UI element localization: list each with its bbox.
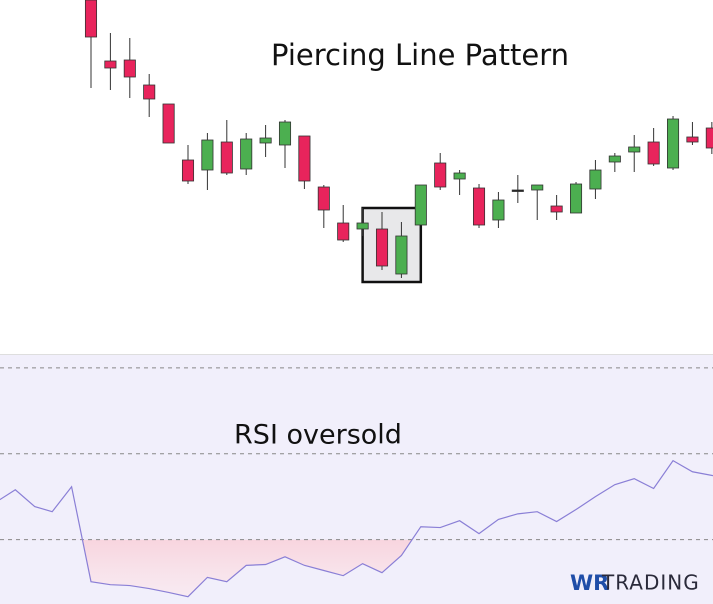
candle-body	[240, 138, 253, 170]
candle-body	[589, 169, 602, 190]
candle-body	[104, 60, 117, 69]
candle-body	[686, 136, 699, 143]
candle-body	[472, 187, 486, 226]
candle-body	[162, 103, 175, 144]
candle-body	[123, 59, 136, 78]
candle-body	[220, 141, 233, 174]
candle-body	[375, 228, 389, 267]
candle-body	[628, 146, 641, 153]
pattern-highlight	[361, 206, 423, 284]
candle-body	[492, 199, 505, 221]
candle-body	[84, 0, 98, 38]
candle-body	[511, 189, 524, 192]
candle-body	[259, 137, 272, 144]
candle-body	[550, 205, 563, 213]
candle-body	[298, 135, 311, 182]
logo-mark: WR	[570, 571, 609, 595]
candle-body	[337, 222, 350, 241]
chart-title: Piercing Line Pattern	[271, 38, 569, 72]
logo-text: TRADING	[601, 571, 700, 595]
candle-body	[667, 118, 680, 169]
rsi-lines	[0, 367, 713, 598]
candle-body	[414, 184, 427, 226]
candle-body	[705, 127, 713, 149]
candle-body	[278, 121, 292, 146]
oversold-area	[0, 539, 713, 597]
candle-body	[647, 141, 660, 165]
candle-body	[395, 235, 408, 275]
candle-body	[356, 222, 369, 230]
candle-body	[181, 159, 195, 182]
candle-body	[143, 84, 156, 100]
rsi-line	[0, 459, 713, 598]
rsi-title: RSI oversold	[234, 420, 402, 451]
candle-body	[453, 172, 466, 180]
candle-body	[434, 162, 447, 188]
price-panel	[84, 0, 713, 284]
candle-body	[317, 186, 330, 211]
candle-body	[531, 184, 544, 191]
candle-body	[608, 155, 621, 163]
candle-body	[201, 139, 214, 171]
candle-body	[570, 183, 583, 214]
